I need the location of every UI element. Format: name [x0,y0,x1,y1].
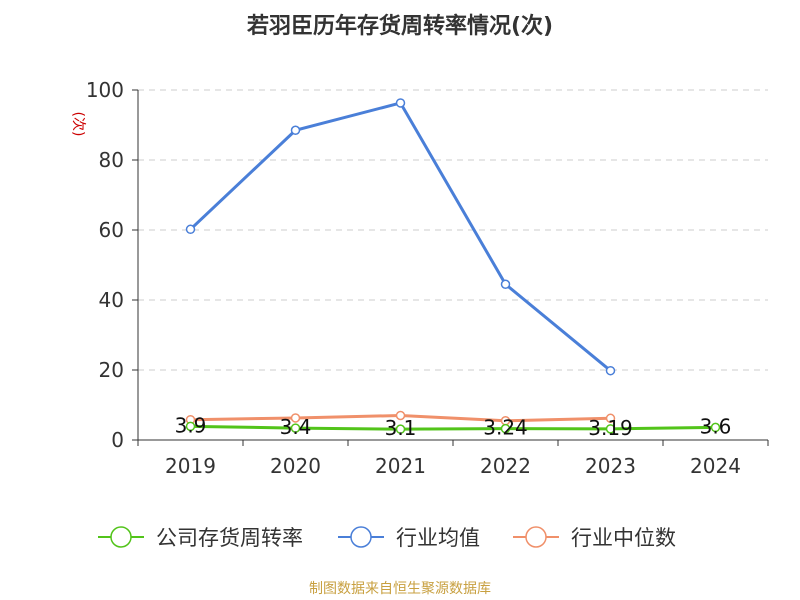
data-point [395,410,406,421]
chart-title: 若羽臣历年存货周转率情况(次) [246,14,554,39]
data-label: 3.6 [700,414,732,438]
data-point [185,421,196,432]
data-label: 3.24 [483,416,528,440]
data-point [290,125,301,135]
x-tick-label: 2024 [690,454,741,478]
legend-marker-icon [525,526,547,548]
y-tick-label: 100 [86,78,124,102]
y-tick-label: 80 [99,148,124,172]
y-tick-label: 0 [111,428,124,452]
axes: 0 20 40 60 80 100 2019 2020 2021 2022 2023 2024 [86,78,769,478]
data-label: 3.9 [175,413,207,437]
y-tick-label: 60 [99,218,124,242]
data-point [500,279,511,289]
legend-item[interactable]: 行业均值 [338,526,480,550]
y-axis-label: (次) [70,112,86,137]
data-point [395,424,406,434]
x-tick-label: 2020 [270,454,321,478]
data-point [290,413,301,423]
y-tick-label: 40 [99,288,124,312]
legend[interactable]: 公司存货周转率 行业均值 行业中位数 [98,526,676,550]
data-label: 3.1 [385,416,417,440]
data-label: 3.19 [588,416,633,440]
data-point [605,424,616,434]
legend-label: 行业中位数 [571,526,676,550]
data-point [605,365,616,376]
gridlines [138,89,768,371]
series-lines [185,98,721,434]
x-tick-label: 2022 [480,454,531,478]
series-line [189,101,612,372]
x-tick-label: 2023 [585,454,636,478]
data-point [185,224,196,235]
data-label: 3.4 [280,415,312,439]
y-tick-label: 20 [99,358,124,382]
legend-label: 行业均值 [396,526,480,550]
legend-label: 公司存货周转率 [156,526,303,550]
data-labels: 3.9 3.4 3.1 3.24 3.19 3.6 [175,413,732,440]
data-point [395,98,406,108]
legend-marker-icon [350,526,372,548]
series-line [190,424,716,431]
data-point [290,423,301,433]
data-point [605,413,616,424]
data-point [710,422,721,433]
data-point [500,423,511,434]
legend-item[interactable]: 行业中位数 [513,526,676,550]
x-tick-label: 2021 [375,454,426,478]
x-tick-label: 2019 [165,454,216,478]
legend-marker-icon [110,526,132,548]
source-note: 制图数据来自恒生聚源数据库 [309,581,491,597]
legend-item[interactable]: 公司存货周转率 [98,526,303,550]
